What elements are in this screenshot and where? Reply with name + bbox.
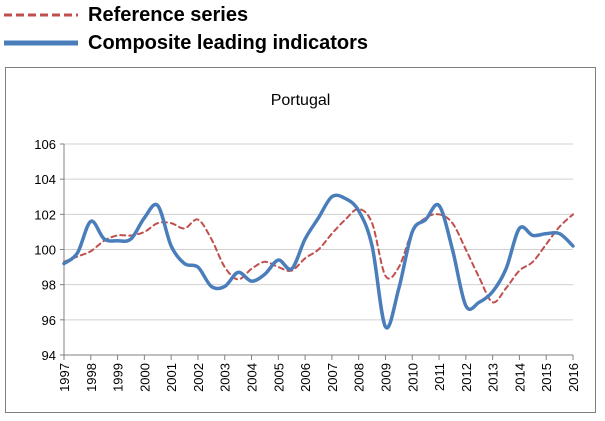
y-tick-label-104: 104	[34, 172, 56, 187]
y-tick-label-94: 94	[42, 348, 56, 363]
x-tick-label-2003: 2003	[218, 363, 233, 392]
x-tick-label-2007: 2007	[325, 363, 340, 392]
x-tick-label-2002: 2002	[191, 363, 206, 392]
legend-item-reference-series: Reference series	[2, 1, 248, 29]
legend-item-composite-leading-indicators: Composite leading indicators	[2, 29, 368, 57]
x-tick-label-2001: 2001	[164, 363, 179, 392]
x-tick-label-1998: 1998	[84, 363, 99, 392]
legend-swatch-composite-leading-indicators	[4, 40, 78, 46]
x-tick-label-2013: 2013	[486, 363, 501, 392]
x-tick-label-1999: 1999	[111, 363, 126, 392]
y-tick-label-102: 102	[34, 207, 56, 222]
x-tick-label-2009: 2009	[378, 363, 393, 392]
x-tick-label-2004: 2004	[245, 363, 260, 392]
plot-area: 94 96 98 100 102 104 106 1997 1998 1999 2000 2001 20…	[34, 137, 581, 392]
chart-legend: Reference series Composite leading indic…	[2, 0, 462, 60]
y-tick-label-100: 100	[34, 243, 56, 258]
series-line-composite-leading-indicators	[62, 193, 575, 330]
x-tick-label-2005: 2005	[271, 363, 286, 392]
chart-title: Portugal	[270, 92, 331, 109]
y-tick-label-106: 106	[34, 137, 56, 152]
legend-swatch-reference-series	[4, 13, 78, 17]
x-tick-label-2016: 2016	[566, 363, 581, 392]
y-tick-label-98: 98	[42, 278, 56, 293]
legend-label-reference-series: Reference series	[88, 3, 249, 26]
x-tick-label-2006: 2006	[298, 363, 313, 392]
y-tick-label-96: 96	[42, 313, 56, 328]
x-tick-label-2000: 2000	[137, 363, 152, 392]
x-tick-label-2010: 2010	[405, 363, 420, 392]
x-tick-label-2014: 2014	[512, 363, 527, 392]
x-tick-label-2015: 2015	[539, 363, 554, 392]
x-tick-label-2012: 2012	[459, 363, 474, 392]
x-tick-label-1997: 1997	[57, 363, 72, 392]
x-tick-label-2011: 2011	[432, 363, 447, 391]
x-tick-label-2008: 2008	[352, 363, 367, 392]
legend-label-composite-leading-indicators: Composite leading indicators	[88, 31, 369, 54]
chart-area: Portugal 94 96 98 100 102 104 106 1997 1998 1999 2…	[5, 67, 596, 413]
